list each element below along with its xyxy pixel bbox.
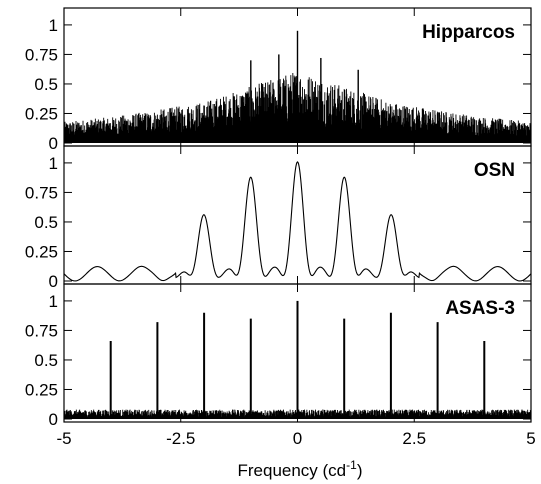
y-tick-label: 1: [49, 154, 58, 173]
y-tick-label: 1: [49, 16, 58, 35]
x-tick-label: 0: [293, 429, 302, 448]
x-axis-title-end: ): [357, 461, 363, 480]
panel-label: Hipparcos: [422, 22, 515, 43]
y-tick-label: 0.25: [25, 104, 58, 123]
panel-label: ASAS-3: [445, 298, 515, 319]
y-tick-label: 0.75: [25, 321, 58, 340]
y-tick-label: 0.5: [34, 75, 58, 94]
y-tick-label: 0.25: [25, 242, 58, 261]
y-tick-label: 0.75: [25, 45, 58, 64]
x-axis-title-superscript: -1: [346, 458, 357, 472]
panel-label: OSN: [474, 160, 515, 181]
x-tick-label: -2.5: [166, 429, 195, 448]
asas-noise: [63, 409, 532, 419]
y-tick-label: 0.25: [25, 380, 58, 399]
x-tick-label: -5: [56, 429, 71, 448]
x-tick-label: 5: [526, 429, 535, 448]
x-axis-title: Frequency (cd-1): [237, 458, 362, 480]
y-tick-label: 0.5: [34, 213, 58, 232]
y-tick-label: 0: [49, 134, 58, 153]
y-tick-label: 0: [49, 272, 58, 291]
y-tick-label: 0: [49, 410, 58, 429]
x-axis-title-main: Frequency (cd: [237, 461, 346, 480]
y-tick-label: 0.75: [25, 183, 58, 202]
y-tick-label: 1: [49, 292, 58, 311]
hipparcos-series: [63, 73, 532, 143]
panel-frame: [63, 145, 532, 285]
y-tick-label: 0.5: [34, 351, 58, 370]
osn-series: [63, 161, 532, 282]
x-tick-label: 2.5: [402, 429, 426, 448]
